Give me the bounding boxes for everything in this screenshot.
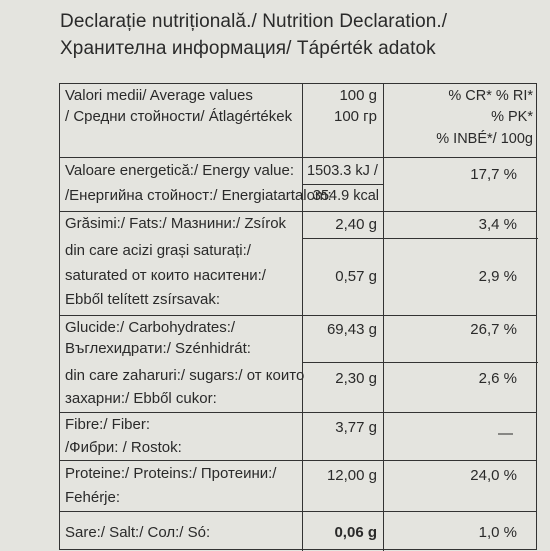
protein-label-line-2: Fehérje: [65,489,121,506]
energy-row: Valoare energetică:/ Energy value: /Енер… [60,157,536,211]
protein-pct: 24,0 % [470,467,517,484]
saturates-pct: 2,9 % [478,268,517,285]
fat-label: Grăsimi:/ Fats:/ Мазнини:/ Zsírok [65,215,287,232]
sugars-label-line-1: din care zaharuri:/ sugars:/ от които [65,367,305,384]
header-label-line-1: Valori medii/ Average values [65,87,253,104]
sugars-value: 2,30 g [335,370,377,387]
header-label-line-2: / Средни стойности/ Átlagértékek [65,108,293,125]
salt-label: Sare:/ Salt:/ Сол:/ Só: [65,524,211,541]
saturates-value: 0,57 g [335,268,377,285]
header-amount-line-2: 100 гр [333,108,377,125]
sugars-pct: 2,6 % [478,370,517,387]
fat-value: 2,40 g [335,216,377,233]
fibre-label-line-1: Fibre:/ Fiber: [65,416,151,433]
carbs-label-line-1: Glucide:/ Carbohydrates:/ [65,319,236,336]
header-pct-line-2: % PK* [491,109,533,125]
salt-pct: 1,0 % [478,524,517,541]
header-pct-line-3: % INBÉ*/ 100g [436,131,533,147]
protein-label-line-1: Proteine:/ Proteins:/ Протеини:/ [65,465,277,482]
nutrition-table: Valori medii/ Average values / Средни ст… [59,83,538,551]
title-line-1: Declarație nutrițională./ Nutrition Decl… [60,11,448,32]
energy-kcal: 354.9 kcal [312,188,379,204]
energy-label-line-1: Valoare energetică:/ Energy value: [65,162,295,179]
fibre-label-line-2: /Фибри: / Rostok: [65,439,182,456]
energy-label-line-2: /Енергийна стойност:/ Energiatartalom: [65,187,332,204]
carbs-pct: 26,7 % [470,321,517,338]
header-amount-line-1: 100 g [339,87,377,104]
carbs-value: 69,43 g [326,321,377,338]
header-pct-line-1: % CR* % RI* [448,88,533,104]
title-line-2: Хранителна информация/ Tápérték adatok [60,38,436,59]
energy-kj: 1503.3 kJ / [307,163,378,179]
salt-row: Sare:/ Salt:/ Сол:/ Só: 0,06 g 1,0 % [60,511,536,551]
sugars-label-line-2: захарни:/ Ebből cukor: [65,390,217,407]
fat-row: Grăsimi:/ Fats:/ Мазнини:/ Zsírok 2,40 g… [60,211,538,315]
saturates-label-line-2: saturated от които наситени:/ [65,267,266,284]
salt-value: 0,06 g [334,524,377,541]
protein-row: Proteine:/ Proteins:/ Протеини:/ Fehérje… [60,460,536,511]
protein-value: 12,00 g [326,467,377,484]
saturates-label-line-3: Ebből telített zsírsavak: [65,291,221,308]
energy-pct: 17,7 % [470,166,517,183]
fibre-value: 3,77 g [335,419,377,436]
carbs-row: Glucide:/ Carbohydrates:/ Въглехидрати:/… [60,315,538,412]
header-row: Valori medii/ Average values / Средни ст… [60,84,536,157]
carbs-label-line-2: Въглехидрати:/ Szénhidrát: [65,340,251,357]
saturates-label-line-1: din care acizi grași saturați:/ [65,242,251,259]
fat-pct: 3,4 % [478,216,517,233]
fibre-row: Fibre:/ Fiber: /Фибри: / Rostok: 3,77 g … [60,412,536,460]
fibre-pct: — [498,425,513,442]
